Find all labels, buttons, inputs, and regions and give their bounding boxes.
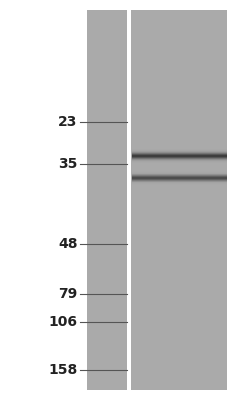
Bar <box>131 181 226 182</box>
Text: 48: 48 <box>58 237 77 251</box>
Bar <box>131 152 226 153</box>
Bar <box>131 160 226 161</box>
Bar <box>131 178 226 179</box>
Bar <box>86 10 126 390</box>
Bar <box>131 156 226 157</box>
Bar <box>126 10 130 390</box>
Bar <box>131 161 226 162</box>
Bar <box>131 173 226 174</box>
Bar <box>131 157 226 158</box>
Bar <box>131 175 226 176</box>
Text: 35: 35 <box>58 157 77 171</box>
Bar <box>131 171 226 172</box>
Bar <box>131 174 226 175</box>
Bar <box>131 177 226 178</box>
Bar <box>131 159 226 160</box>
Bar <box>131 180 226 181</box>
Bar <box>131 151 226 152</box>
Bar <box>131 179 226 180</box>
Text: 79: 79 <box>58 287 77 301</box>
Bar <box>131 172 226 173</box>
Text: 23: 23 <box>58 115 77 129</box>
Bar <box>131 150 226 151</box>
Text: 158: 158 <box>48 363 77 377</box>
Bar <box>131 153 226 154</box>
Bar <box>131 158 226 159</box>
Text: 106: 106 <box>48 315 77 329</box>
Bar <box>131 176 226 177</box>
Bar <box>131 183 226 184</box>
Bar <box>130 10 227 390</box>
Bar <box>131 182 226 183</box>
Bar <box>131 154 226 155</box>
Bar <box>131 149 226 150</box>
Bar <box>131 155 226 156</box>
Bar <box>131 162 226 163</box>
